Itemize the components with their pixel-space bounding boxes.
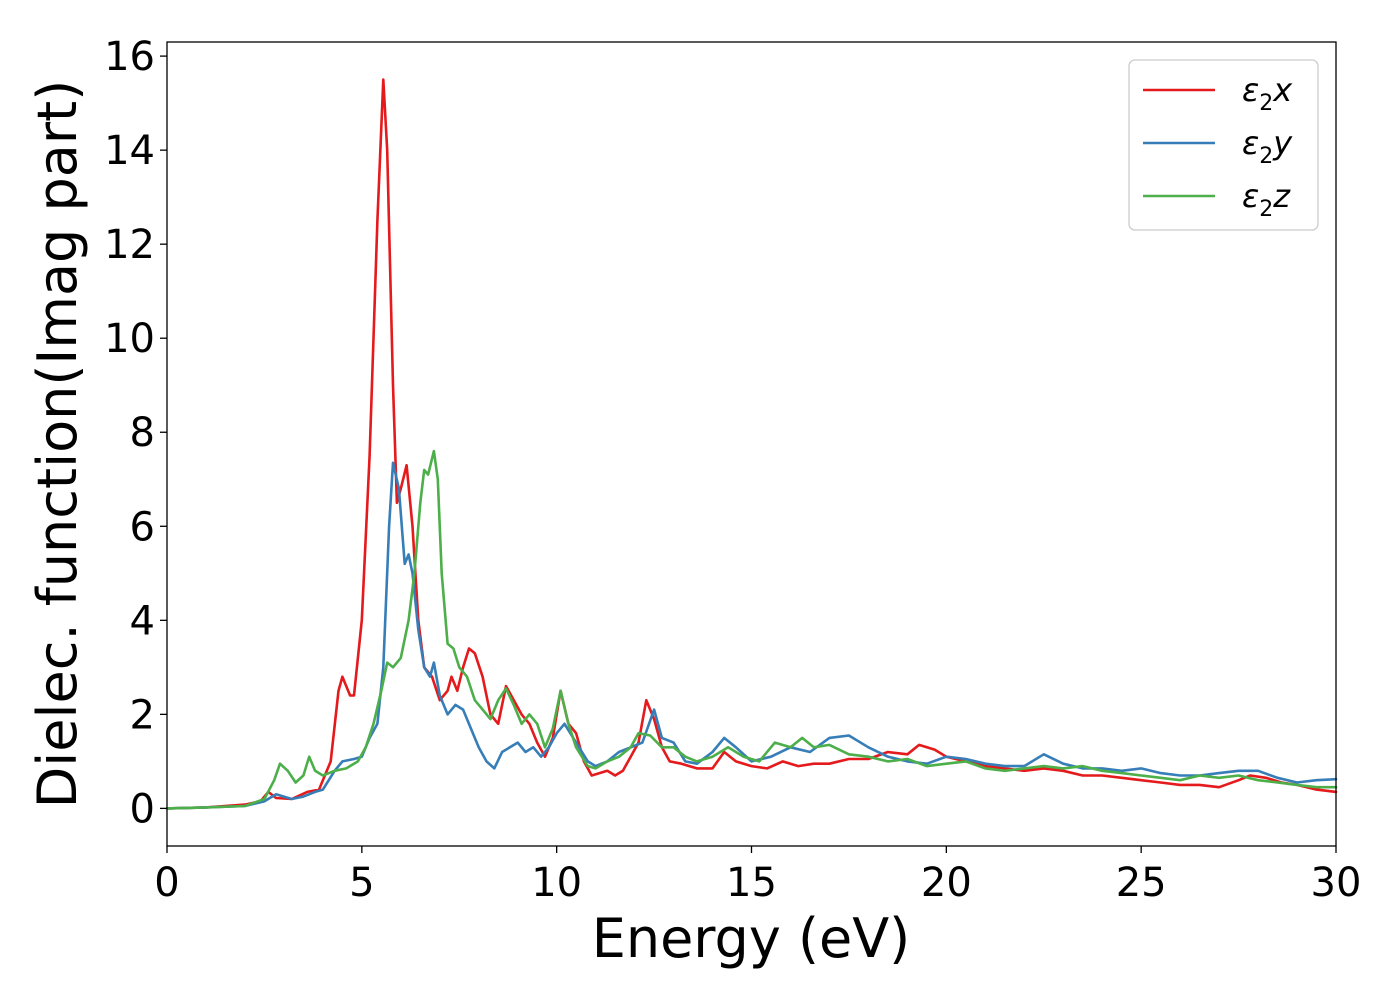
y-tick-label: 2 <box>130 692 155 738</box>
y-tick-label: 6 <box>130 504 155 550</box>
y-tick-label: 8 <box>130 410 155 456</box>
y-tick-label: 16 <box>104 34 155 80</box>
legend-label-x: ε2x <box>1242 71 1293 116</box>
y-tick-label: 10 <box>104 316 155 362</box>
y-tick-label: 0 <box>130 786 155 832</box>
x-axis-ticks: 0 5 10 15 20 25 30 <box>154 846 1361 906</box>
legend-label-y: ε2y <box>1242 124 1293 169</box>
x-tick-label: 25 <box>1116 860 1167 906</box>
y-axis-ticks: 0 2 4 6 8 10 12 14 16 <box>104 34 167 832</box>
x-tick-label: 10 <box>531 860 582 906</box>
y-tick-label: 4 <box>130 598 155 644</box>
series-lines <box>165 78 1338 810</box>
y-axis-title: Dielec. function(Imag part) <box>26 80 89 809</box>
legend-label-z: ε2z <box>1242 177 1291 222</box>
y-tick-label: 14 <box>104 128 155 174</box>
series-line-z <box>165 449 1338 810</box>
x-tick-label: 30 <box>1311 860 1362 906</box>
x-tick-label: 20 <box>921 860 972 906</box>
series-line-x <box>165 78 1338 810</box>
x-tick-label: 5 <box>349 860 374 906</box>
y-tick-label: 12 <box>104 222 155 268</box>
x-tick-label: 15 <box>726 860 777 906</box>
legend: ε2x ε2y ε2z <box>1128 59 1319 231</box>
series-line-y <box>165 461 1338 810</box>
x-axis-title: Energy (eV) <box>592 907 911 970</box>
x-tick-label: 0 <box>154 860 179 906</box>
legend-box <box>1128 59 1319 231</box>
